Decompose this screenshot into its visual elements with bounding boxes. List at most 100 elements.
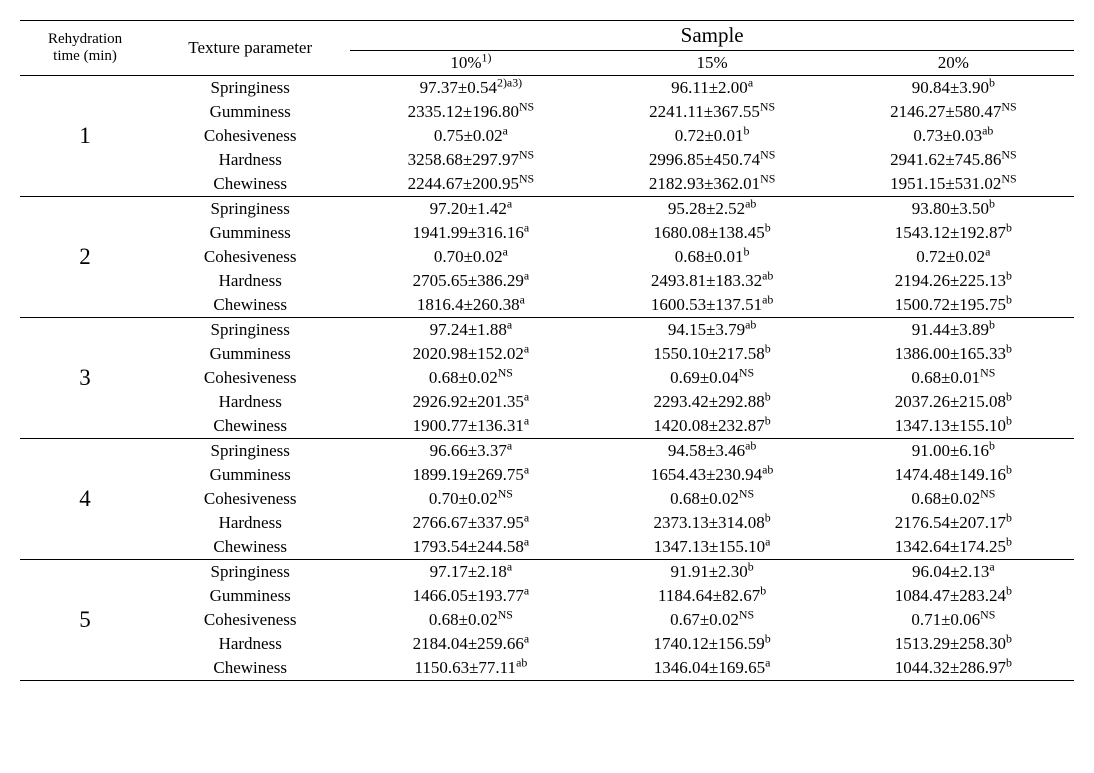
parameter-cell: Gumminess [150,463,350,487]
value-15pct-sup: b [765,510,771,524]
value-15pct: 1740.12±156.59b [592,632,833,656]
value-10pct: 96.66±3.37a [350,439,591,464]
value-10pct: 3258.68±297.97NS [350,148,591,172]
value-15pct: 1550.10±217.58b [592,342,833,366]
header-rehydration-line2: time (min) [53,48,117,64]
value-20pct-base: 91.00±6.16 [912,441,989,460]
value-15pct: 1347.13±155.10a [592,535,833,560]
value-20pct: 96.04±2.13a [833,560,1074,585]
header-10pct-sup: 1) [482,50,492,64]
value-10pct-sup: a [507,559,512,573]
value-20pct-base: 2176.54±207.17 [895,513,1006,532]
value-15pct: 96.11±2.00a [592,76,833,101]
value-10pct: 97.37±0.542)a3) [350,76,591,101]
value-20pct-base: 1342.64±174.25 [895,537,1006,556]
table-row: Hardness2766.67±337.95a2373.13±314.08b21… [20,511,1074,535]
value-20pct: 91.44±3.89b [833,318,1074,343]
parameter-cell: Gumminess [150,584,350,608]
value-20pct: 1084.47±283.24b [833,584,1074,608]
header-20pct: 20% [833,51,1074,76]
value-15pct-sup: b [765,341,771,355]
value-10pct: 2020.98±152.02a [350,342,591,366]
value-10pct-sup: a [524,583,529,597]
header-rehydration-line1: Rehydration [48,31,122,47]
value-20pct-base: 2146.27±580.47 [890,102,1001,121]
table-row: Cohesiveness0.75±0.02a0.72±0.01b 0.73±0.0… [20,124,1074,148]
value-20pct-base: 2194.26±225.13 [895,271,1006,290]
value-20pct-sup: b [1006,292,1012,306]
value-20pct-sup: NS [1001,171,1016,185]
value-20pct-base: 1500.72±195.75 [895,295,1006,314]
value-20pct-base: 96.04±2.13 [912,562,989,581]
value-15pct-sup: NS [760,147,775,161]
value-10pct-sup: NS [498,365,513,379]
value-10pct-sup: a [503,244,508,258]
value-10pct-sup: NS [519,147,534,161]
value-10pct-sup: a [524,510,529,524]
value-10pct-sup: a [524,389,529,403]
parameter-cell: Cohesiveness [150,124,350,148]
parameter-cell: Springiness [150,439,350,464]
value-10pct-sup: a [524,631,529,645]
value-10pct: 2335.12±196.80NS [350,100,591,124]
value-10pct-base: 2926.92±201.35 [413,392,524,411]
value-20pct-base: 0.68±0.01 [911,368,980,387]
value-10pct-base: 2705.65±386.29 [413,271,524,290]
value-20pct: 1474.48±149.16b [833,463,1074,487]
value-10pct: 1899.19±269.75a [350,463,591,487]
value-15pct-base: 0.68±0.02 [670,489,739,508]
value-20pct-sup: b [1006,341,1012,355]
value-10pct: 1816.4±260.38a [350,293,591,318]
value-10pct-base: 1900.77±136.31 [413,416,524,435]
value-10pct-base: 97.20±1.42 [430,199,507,218]
table-header: Rehydration time (min) Texture parameter… [20,21,1074,76]
value-20pct: 1543.12±192.87b [833,221,1074,245]
value-15pct-base: 96.11±2.00 [671,78,748,97]
value-10pct: 2766.67±337.95a [350,511,591,535]
value-20pct-sup: b [989,317,995,331]
value-10pct: 0.75±0.02a [350,124,591,148]
value-15pct: 1420.08±232.87b [592,414,833,439]
value-20pct: 2176.54±207.17b [833,511,1074,535]
table-row: Cohesiveness0.70±0.02NS0.68±0.02NS0.68±0… [20,487,1074,511]
value-15pct-base: 1740.12±156.59 [653,634,764,653]
time-cell: 1 [20,76,150,197]
value-15pct: 95.28±2.52ab [592,197,833,222]
table-row: Hardness2184.04±259.66a1740.12±156.59b15… [20,632,1074,656]
value-15pct-base: 94.58±3.46 [668,441,745,460]
parameter-cell: Hardness [150,269,350,293]
value-10pct-sup: a [524,341,529,355]
value-20pct: 1386.00±165.33b [833,342,1074,366]
value-20pct-base: 2941.62±745.86 [890,150,1001,169]
value-20pct-base: 1543.12±192.87 [895,223,1006,242]
value-15pct-base: 1680.08±138.45 [653,223,764,242]
value-20pct-sup: b [1006,534,1012,548]
value-10pct: 1793.54±244.58a [350,535,591,560]
value-20pct-base: 0.73±0.03 [913,126,982,145]
value-15pct-base: 1600.53±137.51 [651,295,762,314]
value-10pct-sup: 2)a3) [497,75,522,89]
value-15pct: 0.67±0.02NS [592,608,833,632]
value-20pct: 93.80±3.50b [833,197,1074,222]
value-20pct: 2194.26±225.13b [833,269,1074,293]
value-15pct-sup: b [760,583,766,597]
table-row: Chewiness2244.67±200.95NS2182.93±362.01N… [20,172,1074,197]
texture-table: Rehydration time (min) Texture parameter… [20,20,1074,681]
value-20pct-base: 0.72±0.02 [916,247,985,266]
value-20pct: 2941.62±745.86NS [833,148,1074,172]
value-20pct-sup: b [1006,462,1012,476]
value-10pct-sup: NS [519,171,534,185]
time-cell: 5 [20,560,150,681]
value-10pct-sup: NS [498,607,513,621]
value-20pct-base: 1474.48±149.16 [895,465,1006,484]
parameter-cell: Hardness [150,632,350,656]
parameter-cell: Gumminess [150,221,350,245]
table-row: 2Springiness97.20±1.42a95.28±2.52ab93.80… [20,197,1074,222]
value-15pct-sup: ab [745,438,756,452]
table-row: Cohesiveness0.68±0.02NS0.69±0.04NS0.68±0… [20,366,1074,390]
parameter-cell: Springiness [150,197,350,222]
value-10pct-base: 1150.63±77.11 [414,658,516,677]
value-15pct: 0.72±0.01b [592,124,833,148]
value-10pct-sup: a [524,413,529,427]
value-10pct: 97.24±1.88a [350,318,591,343]
